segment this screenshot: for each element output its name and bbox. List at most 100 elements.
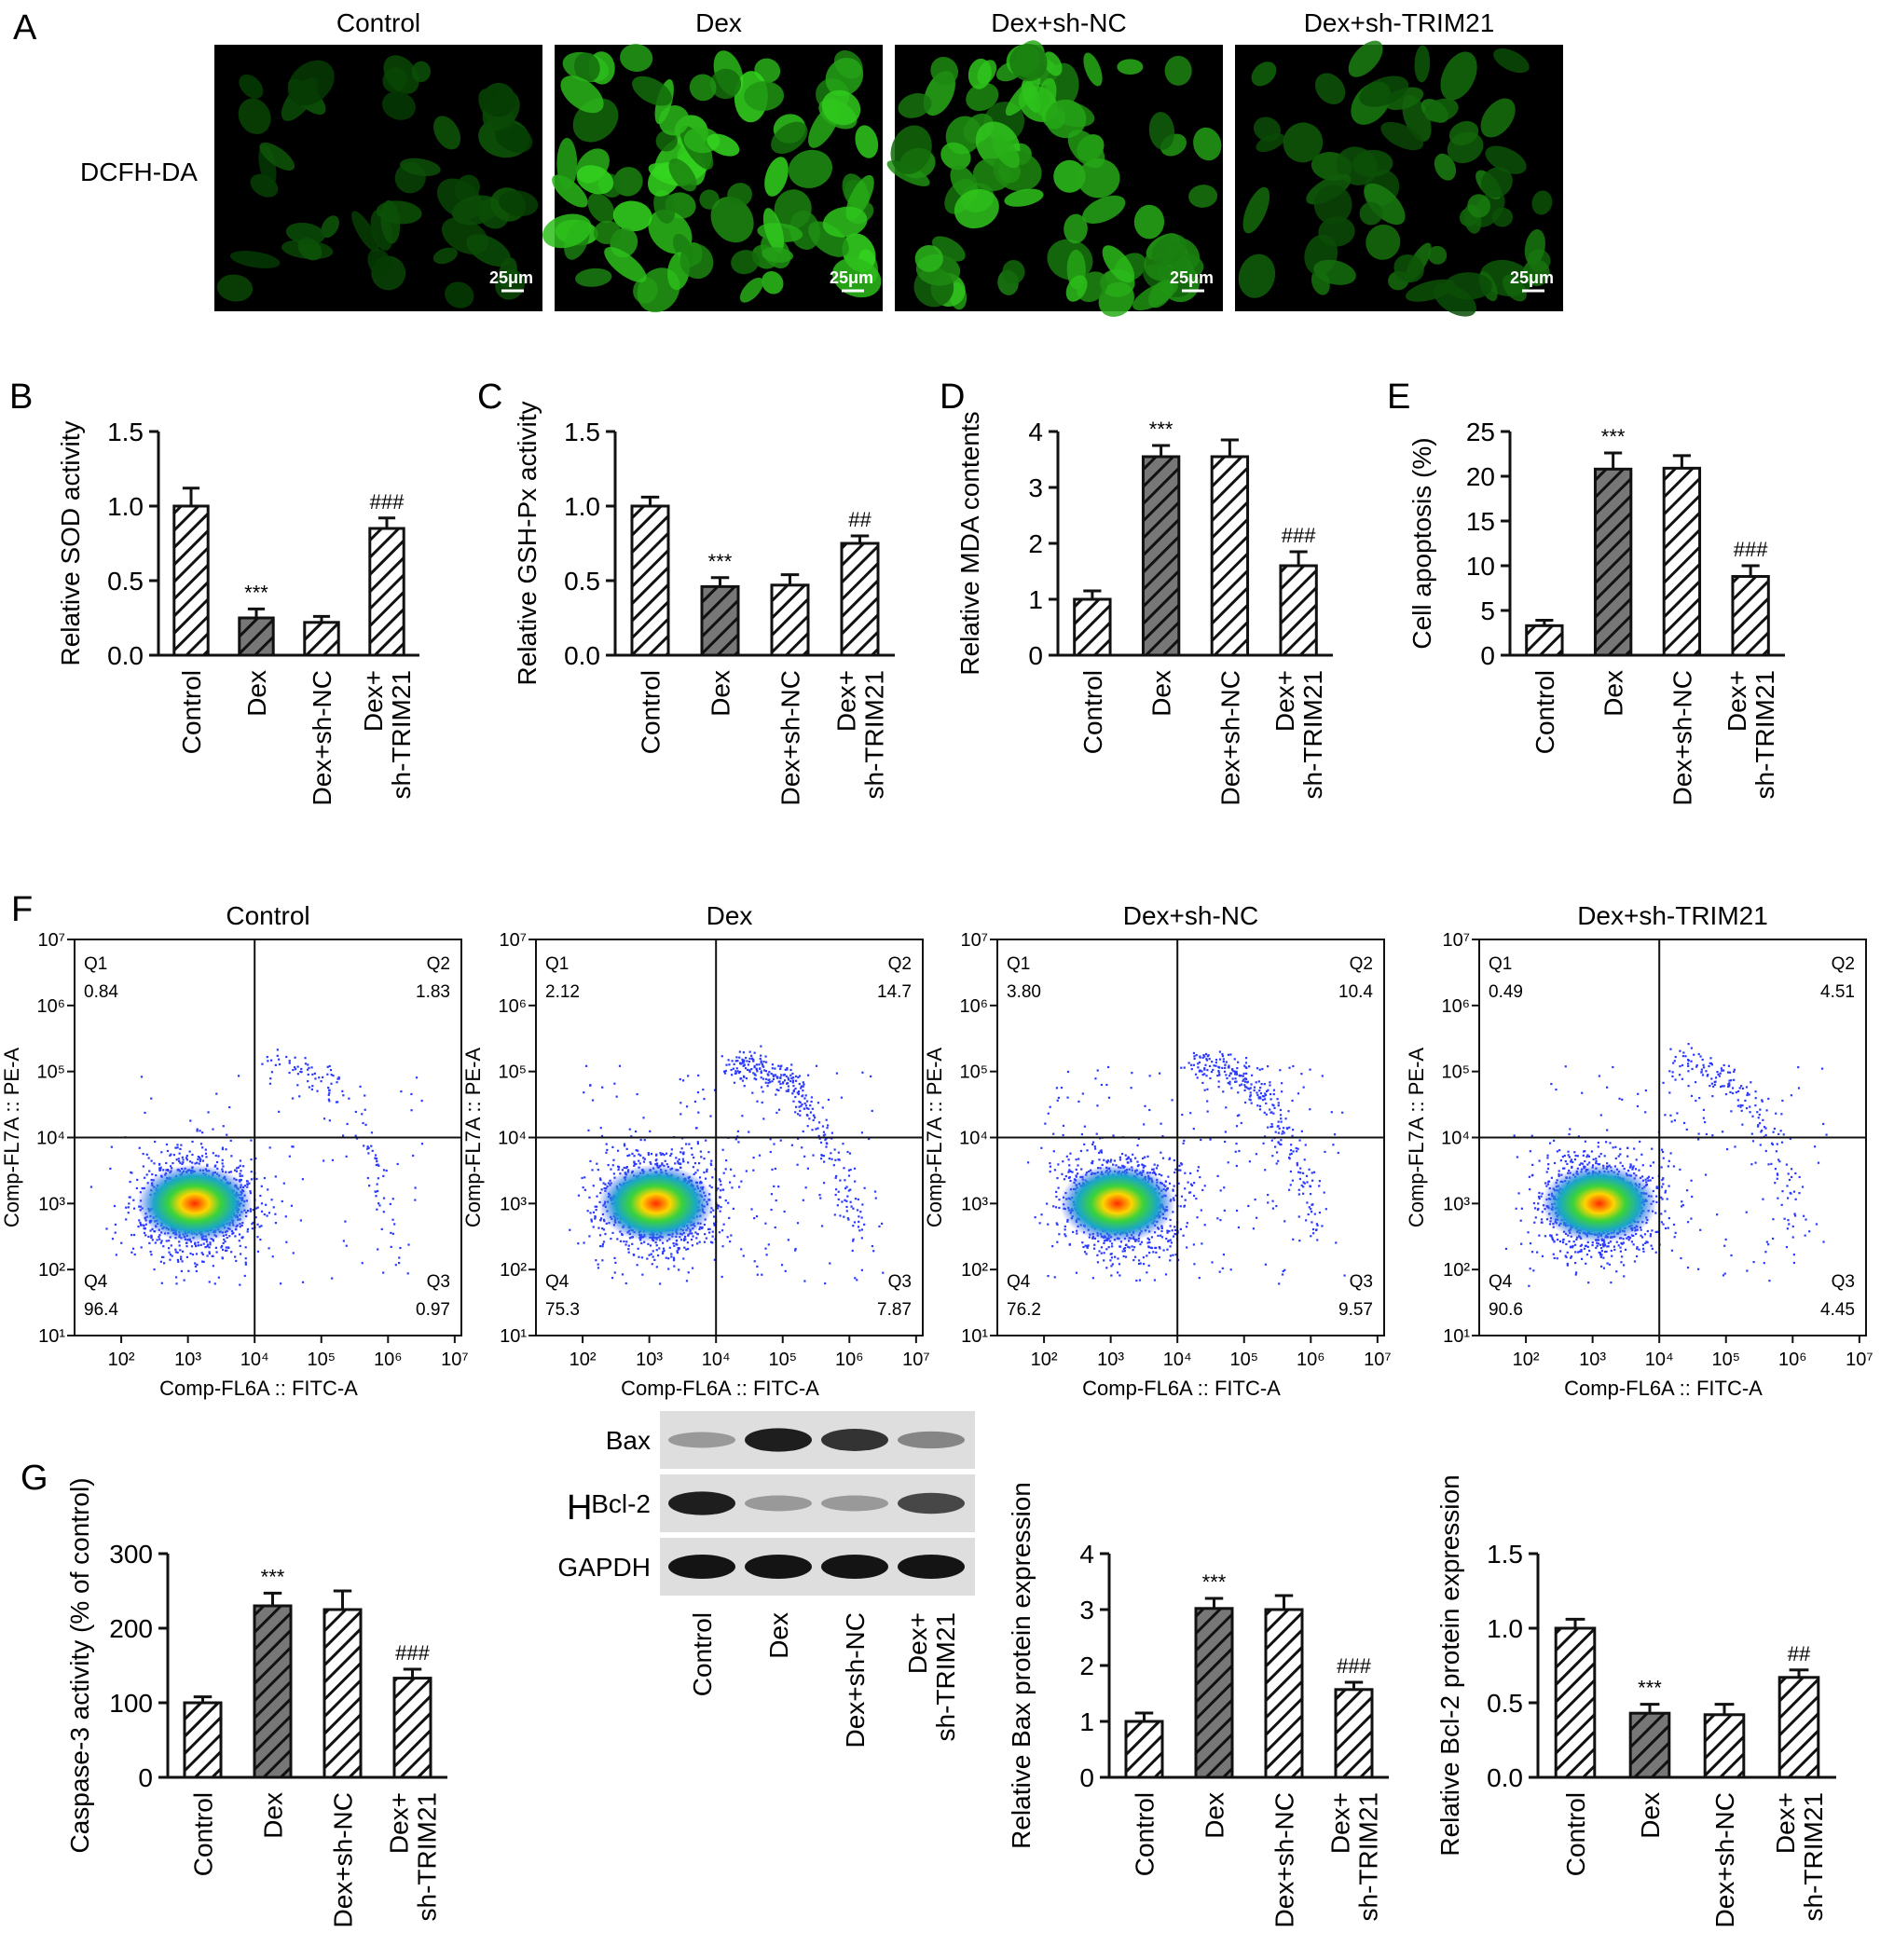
event-dot: [207, 1244, 209, 1246]
event-dot: [1305, 1219, 1307, 1221]
event-dot: [1171, 1241, 1173, 1243]
event-dot: [722, 1149, 724, 1151]
event-dot: [209, 1281, 211, 1282]
event-dot: [854, 1277, 856, 1279]
event-dot: [653, 1259, 655, 1261]
event-dot: [292, 1069, 294, 1071]
event-dot: [128, 1202, 130, 1204]
y-tick-label: 2: [1079, 1652, 1094, 1680]
event-dot: [833, 1164, 835, 1166]
event-dot: [323, 1117, 325, 1119]
event-dot: [656, 1249, 658, 1251]
event-dot: [327, 1066, 329, 1068]
event-dot: [209, 1253, 211, 1254]
event-dot: [322, 1076, 323, 1078]
event-dot: [1057, 1163, 1059, 1165]
event-dot: [1225, 1074, 1227, 1076]
event-dot: [416, 1076, 418, 1078]
event-dot: [845, 1206, 847, 1208]
event-dot: [604, 1233, 606, 1235]
event-dot: [823, 1131, 825, 1133]
event-dot: [1172, 1189, 1173, 1191]
event-dot: [596, 1196, 597, 1198]
event-dot: [1040, 1213, 1042, 1215]
event-dot: [1091, 1160, 1093, 1162]
event-dot: [383, 1198, 385, 1199]
event-dot: [362, 1122, 364, 1124]
event-dot: [1174, 1229, 1176, 1231]
quadrant-q4-label: Q4: [545, 1272, 570, 1292]
event-dot: [180, 1144, 182, 1146]
event-dot: [606, 1149, 608, 1151]
event-dot: [614, 1262, 616, 1264]
event-dot: [657, 1254, 659, 1256]
event-dot: [228, 1106, 230, 1108]
event-dot: [173, 1154, 175, 1156]
event-dot: [754, 1073, 756, 1075]
event-dot: [191, 1154, 193, 1156]
event-dot: [186, 1155, 188, 1157]
event-dot: [743, 1254, 745, 1256]
event-dot: [791, 1092, 793, 1094]
event-dot: [1119, 1157, 1121, 1158]
event-dot: [744, 1085, 746, 1087]
event-dot: [823, 1182, 825, 1184]
event-dot: [1230, 1087, 1232, 1089]
event-dot: [398, 1256, 400, 1258]
event-dot: [205, 1156, 207, 1158]
event-dot: [810, 1111, 812, 1113]
quadrant-q4-value: 96.4: [84, 1300, 118, 1320]
event-dot: [773, 1143, 775, 1144]
event-dot: [785, 1069, 787, 1071]
event-dot: [1148, 1246, 1150, 1248]
event-dot: [182, 1157, 184, 1158]
event-dot: [584, 1189, 586, 1191]
event-dot: [597, 1227, 599, 1229]
event-dot: [226, 1250, 227, 1252]
event-dot: [230, 1155, 232, 1157]
event-dot: [398, 1262, 400, 1264]
event-dot: [663, 1250, 665, 1252]
event-dot: [686, 1105, 688, 1107]
event-dot: [754, 1065, 756, 1067]
event-dot: [185, 1157, 187, 1158]
panel-label-e: E: [1387, 377, 1410, 417]
event-dot: [635, 1163, 637, 1165]
event-dot: [789, 1075, 791, 1076]
event-dot: [308, 1074, 309, 1076]
event-dot: [381, 1228, 383, 1230]
event-dot: [671, 1148, 673, 1150]
x-tick-label: 10⁶: [835, 1350, 863, 1370]
event-dot: [1297, 1162, 1298, 1164]
event-dot: [794, 1096, 796, 1098]
event-dot: [846, 1210, 848, 1212]
event-dot: [816, 1065, 817, 1067]
event-dot: [751, 1058, 753, 1060]
event-dot: [834, 1213, 836, 1215]
event-dot: [382, 1175, 384, 1177]
event-dot: [199, 1158, 201, 1160]
event-dot: [844, 1179, 845, 1181]
event-dot: [1167, 1176, 1169, 1178]
event-dot: [746, 1077, 748, 1079]
event-dot: [136, 1187, 138, 1189]
event-dot: [320, 1080, 322, 1082]
event-dot: [617, 1150, 619, 1152]
event-dot: [786, 1090, 788, 1092]
event-dot: [697, 1091, 699, 1093]
event-dot: [813, 1115, 815, 1117]
event-dot: [1199, 1176, 1201, 1178]
event-dot: [700, 1156, 702, 1158]
event-dot: [794, 1088, 796, 1090]
event-dot: [150, 1251, 152, 1253]
event-dot: [770, 1209, 772, 1211]
event-dot: [222, 1249, 224, 1251]
event-dot: [1278, 1102, 1280, 1103]
event-dot: [1131, 1245, 1132, 1247]
x-tick-label: Dex: [259, 1792, 288, 1839]
event-dot: [707, 1151, 709, 1153]
event-dot: [288, 1072, 290, 1074]
